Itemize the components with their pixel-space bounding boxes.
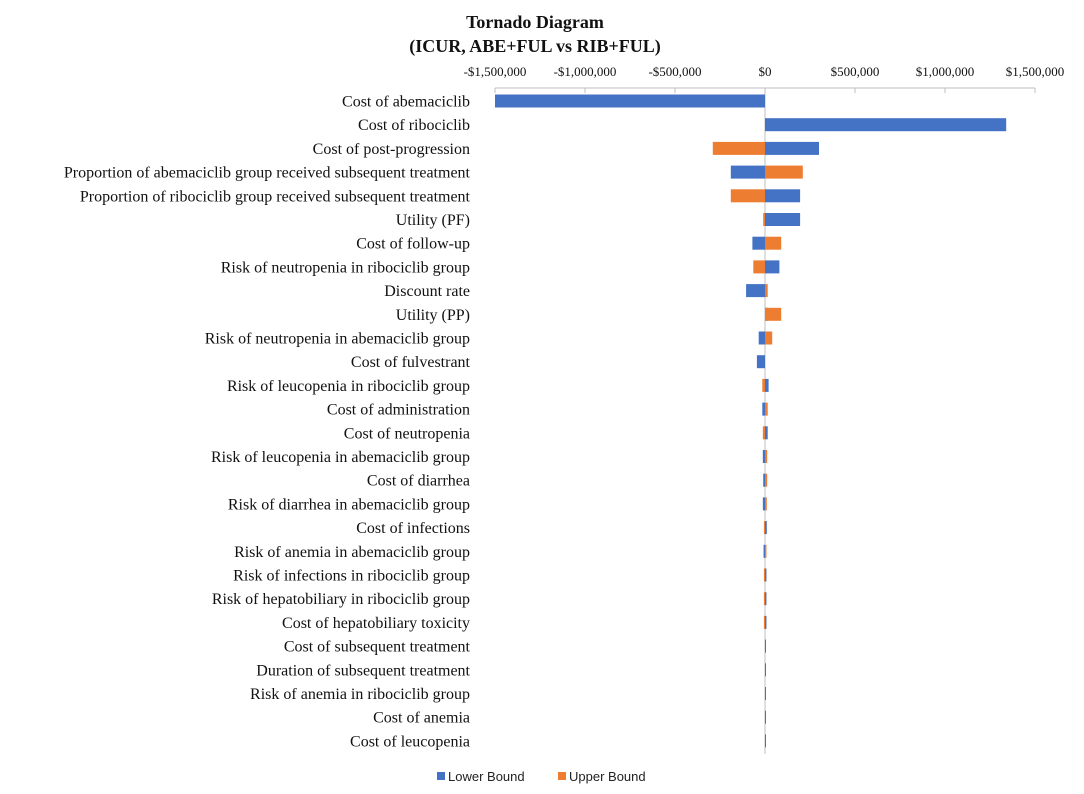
category-label: Proportion of ribociclib group received …	[80, 188, 471, 205]
legend-swatch-upper-bound	[558, 772, 566, 780]
bar-upper-bound	[763, 521, 765, 535]
bars-group	[495, 94, 1007, 748]
bar-lower-bound	[762, 497, 765, 511]
category-label: Risk of hepatobiliary in ribociclib grou…	[212, 591, 470, 608]
bar-upper-bound	[763, 568, 765, 582]
category-label: Risk of leucopenia in abemaciclib group	[211, 449, 470, 466]
category-label: Cost of abemaciclib	[342, 94, 470, 111]
bar-upper-bound	[765, 236, 782, 250]
category-label: Duration of subsequent treatment	[256, 662, 470, 679]
category-label: Discount rate	[384, 283, 470, 300]
x-tick-label: -$1,500,000	[464, 64, 527, 79]
category-label: Cost of diarrhea	[367, 473, 470, 490]
category-label: Utility (PP)	[396, 307, 470, 324]
chart-title: Tornado Diagram	[466, 12, 604, 32]
bar-lower-bound	[765, 378, 769, 392]
x-tick-label: $1,000,000	[916, 64, 975, 79]
bar-lower-bound	[765, 639, 766, 653]
bar-upper-bound	[762, 378, 765, 392]
category-label: Utility (PF)	[396, 212, 470, 229]
bar-upper-bound	[763, 592, 765, 606]
bar-upper-bound	[765, 402, 768, 416]
bar-lower-bound	[762, 450, 765, 463]
category-label: Risk of anemia in ribociclib group	[250, 686, 470, 703]
bar-lower-bound	[765, 118, 1007, 132]
category-label: Cost of post-progression	[313, 141, 470, 158]
category-label: Cost of fulvestrant	[351, 354, 471, 371]
bar-lower-bound	[765, 260, 780, 274]
category-label: Risk of infections in ribociclib group	[233, 568, 470, 585]
bar-lower-bound	[758, 331, 765, 345]
bar-upper-bound	[765, 450, 768, 463]
category-label: Risk of anemia in abemaciclib group	[234, 544, 470, 561]
chart-subtitle: (ICUR, ABE+FUL vs RIB+FUL)	[409, 36, 661, 57]
bar-upper-bound	[730, 189, 765, 203]
category-label: Risk of leucopenia in ribociclib group	[227, 378, 470, 395]
bar-lower-bound	[765, 615, 767, 629]
bar-upper-bound	[753, 260, 765, 274]
x-tick-label: $1,500,000	[1006, 64, 1065, 79]
category-label: Cost of follow-up	[356, 236, 470, 253]
bar-lower-bound	[765, 687, 766, 700]
bar-upper-bound	[763, 213, 765, 226]
category-label: Cost of anemia	[373, 710, 470, 727]
bar-lower-bound	[765, 189, 801, 203]
bar-lower-bound	[746, 284, 765, 298]
bar-lower-bound	[765, 710, 766, 724]
bar-lower-bound	[730, 165, 765, 179]
x-tick-label: $500,000	[831, 64, 880, 79]
bar-upper-bound	[765, 307, 782, 321]
category-label: Risk of diarrhea in abemaciclib group	[228, 496, 470, 513]
bar-lower-bound	[762, 402, 765, 416]
category-label: Cost of administration	[327, 402, 470, 419]
category-label: Cost of ribociclib	[358, 117, 470, 134]
bar-upper-bound	[765, 331, 773, 345]
category-label: Risk of neutropenia in abemaciclib group	[205, 331, 470, 348]
bar-lower-bound	[752, 236, 765, 250]
legend-label-upper-bound: Upper Bound	[569, 769, 646, 784]
bar-lower-bound	[765, 213, 801, 226]
bar-upper-bound	[765, 473, 768, 487]
bar-lower-bound	[765, 426, 768, 440]
bar-upper-bound	[765, 497, 767, 511]
bar-upper-bound	[712, 141, 765, 155]
bar-upper-bound	[763, 615, 765, 629]
category-label: Proportion of abemaciclib group received…	[64, 165, 471, 182]
x-tick-label: -$1,000,000	[554, 64, 617, 79]
bar-upper-bound	[765, 284, 768, 298]
category-label: Cost of subsequent treatment	[284, 639, 471, 656]
category-label: Cost of neutropenia	[344, 425, 470, 442]
bar-lower-bound	[763, 544, 765, 558]
bar-lower-bound	[765, 141, 819, 155]
category-label: Cost of hepatobiliary toxicity	[282, 615, 470, 632]
bar-lower-bound	[765, 592, 767, 606]
legend-label-lower-bound: Lower Bound	[448, 769, 525, 784]
category-label: Cost of infections	[356, 520, 470, 537]
legend: Lower Bound Upper Bound	[437, 769, 646, 784]
bar-lower-bound	[763, 473, 765, 487]
x-tick-label: $0	[759, 64, 772, 79]
x-axis: -$1,500,000 -$1,000,000 -$500,000 $0 $500,00…	[464, 64, 1065, 754]
category-label: Cost of leucopenia	[350, 733, 470, 750]
bar-lower-bound	[495, 94, 765, 108]
legend-swatch-lower-bound	[437, 772, 445, 780]
bar-upper-bound	[765, 544, 767, 558]
category-labels: Cost of abemaciclib Cost of ribociclib Cos…	[64, 94, 471, 751]
bar-lower-bound	[765, 663, 766, 677]
x-tick-label: -$500,000	[648, 64, 701, 79]
bar-lower-bound	[765, 734, 766, 748]
bar-lower-bound	[765, 568, 767, 582]
bar-lower-bound	[756, 355, 765, 369]
bar-upper-bound	[762, 426, 765, 440]
bar-upper-bound	[765, 165, 803, 179]
bar-lower-bound	[765, 521, 767, 535]
category-label: Risk of neutropenia in ribociclib group	[221, 259, 470, 276]
